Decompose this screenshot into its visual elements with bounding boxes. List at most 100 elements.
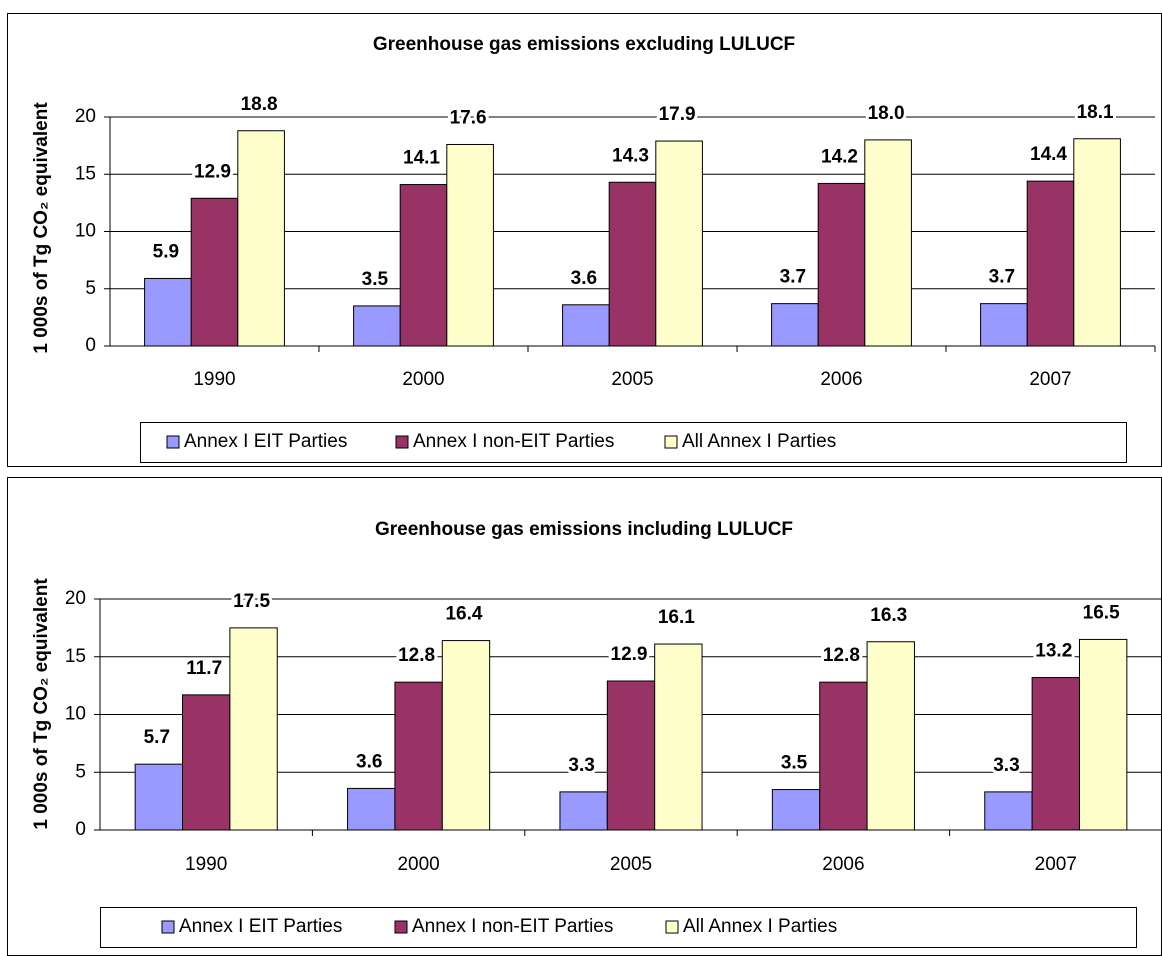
value-label: 17.5 — [233, 591, 270, 612]
value-label: 13.2 — [1035, 641, 1072, 662]
value-label: 11.7 — [186, 658, 222, 679]
bar — [654, 643, 703, 831]
legend-label: Annex I EIT Parties — [184, 431, 347, 452]
x-tick-label: 2000 — [397, 854, 439, 875]
legend-swatch — [161, 920, 175, 934]
legend-swatch — [665, 920, 679, 934]
value-label: 3.7 — [989, 267, 1015, 288]
bar — [229, 627, 278, 831]
chart-title: Greenhouse gas emissions including LULUC… — [375, 519, 793, 540]
legend-label: Annex I non-EIT Parties — [412, 916, 613, 937]
legend-swatch — [394, 920, 408, 934]
value-label: 12.9 — [194, 161, 231, 182]
bar — [559, 791, 608, 831]
y-tick-label: 10 — [75, 221, 96, 242]
y-tick-label: 0 — [85, 335, 96, 356]
x-tick-label: 1990 — [193, 369, 235, 390]
value-label: 12.8 — [398, 645, 435, 666]
value-label: 17.9 — [659, 104, 696, 125]
x-tick-label: 2005 — [610, 854, 652, 875]
value-label: 3.3 — [993, 755, 1019, 776]
value-label: 16.1 — [658, 607, 695, 628]
value-label: 3.6 — [571, 268, 597, 289]
x-tick-label: 2000 — [402, 369, 444, 390]
bar — [182, 694, 231, 831]
bar — [353, 305, 401, 347]
bar — [1026, 180, 1075, 347]
y-tick-label: 15 — [65, 646, 86, 667]
value-label: 18.8 — [241, 94, 278, 115]
value-label: 3.7 — [780, 267, 806, 288]
value-label: 16.3 — [870, 605, 907, 626]
bar — [144, 277, 192, 347]
legend-box — [100, 907, 1137, 948]
bar — [980, 303, 1028, 347]
bar — [441, 640, 491, 831]
legend-label: Annex I EIT Parties — [179, 916, 342, 937]
chart-title: Greenhouse gas emissions excluding LULUC… — [373, 34, 795, 55]
y-tick-label: 0 — [75, 819, 86, 840]
y-tick-label: 20 — [65, 588, 86, 609]
bar — [771, 303, 819, 347]
bar — [347, 787, 396, 831]
bar — [134, 763, 184, 831]
bar — [606, 680, 656, 831]
legend-label: Annex I non-EIT Parties — [413, 431, 614, 452]
bar — [394, 681, 443, 831]
legend-swatch — [395, 435, 409, 449]
bar — [984, 791, 1033, 831]
legend-swatch — [166, 435, 180, 449]
bar — [190, 197, 239, 347]
bar — [237, 130, 285, 347]
value-label: 14.4 — [1030, 144, 1067, 165]
value-label: 12.9 — [611, 644, 648, 665]
value-label: 17.6 — [450, 107, 487, 128]
bar — [1031, 677, 1080, 831]
bar — [562, 304, 610, 347]
chart-frame — [7, 13, 1162, 467]
value-label: 3.6 — [356, 751, 382, 772]
bar — [1073, 138, 1121, 347]
legend-label: All Annex I Parties — [683, 916, 837, 937]
value-label: 14.3 — [612, 145, 649, 166]
y-axis-label: 1 000s of Tg CO₂ equivalent — [31, 578, 52, 830]
bar — [446, 143, 494, 347]
value-label: 5.7 — [144, 727, 170, 748]
y-axis-label: 1 000s of Tg CO₂ equivalent — [31, 102, 52, 354]
y-tick-label: 10 — [65, 704, 86, 725]
value-label: 18.0 — [868, 103, 905, 124]
bar — [771, 789, 821, 831]
bar — [864, 139, 912, 347]
x-tick-label: 2005 — [611, 369, 653, 390]
bar — [817, 182, 866, 347]
value-label: 3.5 — [362, 269, 389, 290]
y-tick-label: 5 — [75, 761, 86, 782]
value-label: 16.5 — [1083, 602, 1120, 623]
value-label: 3.3 — [568, 755, 594, 776]
value-label: 3.5 — [781, 753, 808, 774]
value-label: 5.9 — [153, 241, 179, 262]
chart-frame — [7, 477, 1162, 956]
value-label: 12.8 — [823, 645, 860, 666]
bar — [866, 641, 915, 831]
value-label: 14.1 — [403, 148, 440, 169]
legend-label: All Annex I Parties — [682, 431, 836, 452]
bar — [655, 140, 703, 347]
x-tick-label: 2006 — [820, 369, 862, 390]
x-tick-label: 1990 — [185, 854, 227, 875]
value-label: 16.4 — [445, 604, 482, 625]
y-tick-label: 5 — [85, 278, 96, 299]
bar — [819, 681, 868, 831]
value-label: 18.1 — [1077, 102, 1114, 123]
x-tick-label: 2007 — [1029, 369, 1071, 390]
bar — [608, 181, 657, 347]
x-tick-label: 2007 — [1035, 854, 1077, 875]
y-tick-label: 20 — [75, 106, 96, 127]
legend-swatch — [664, 435, 678, 449]
y-tick-label: 15 — [75, 163, 96, 184]
bar — [399, 184, 448, 347]
x-tick-label: 2006 — [822, 854, 864, 875]
bar — [1078, 638, 1128, 831]
value-label: 14.2 — [821, 146, 858, 167]
